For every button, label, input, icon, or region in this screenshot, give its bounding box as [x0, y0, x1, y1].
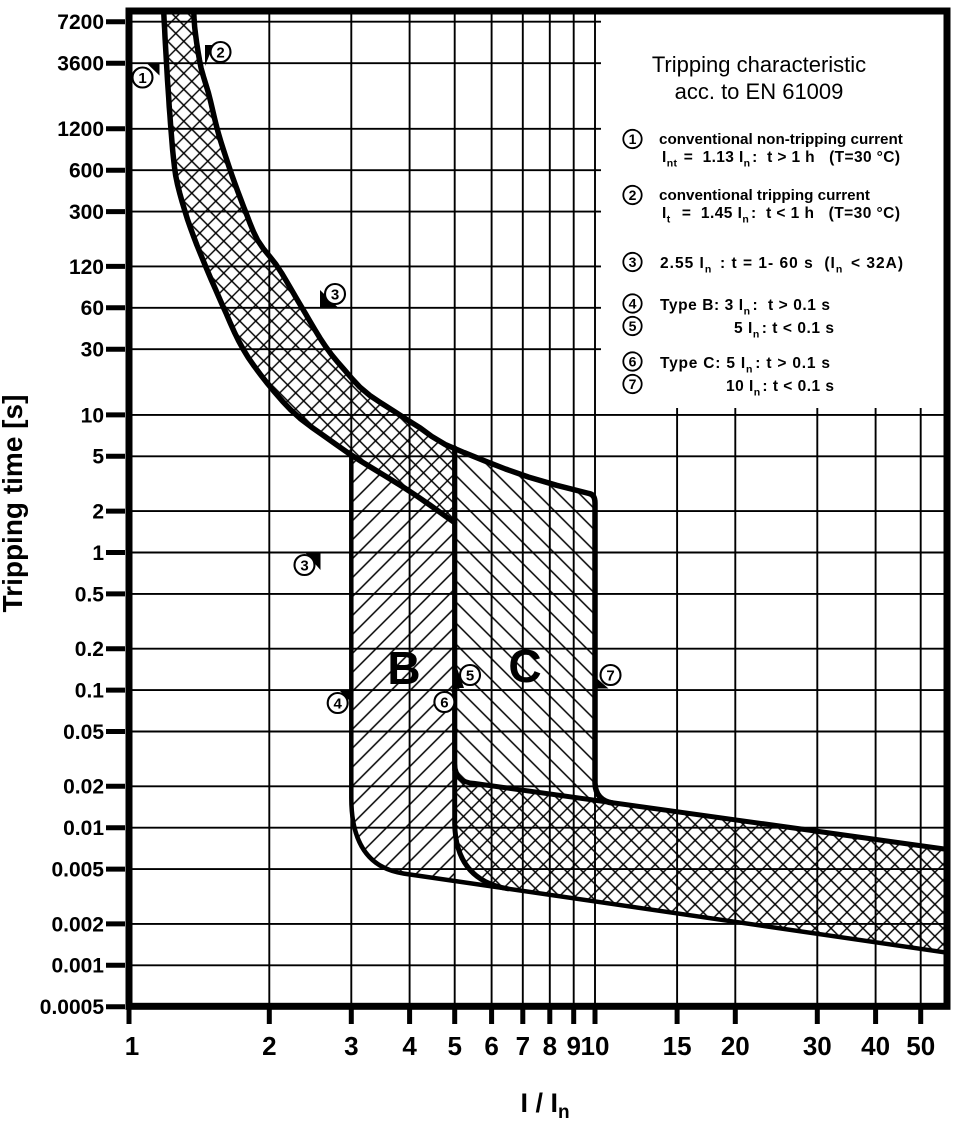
svg-text:0.005: 0.005	[51, 859, 104, 882]
svg-text:Type C: 5 In : t > 0.1 s: Type C: 5 In : t > 0.1 s	[660, 355, 830, 376]
svg-text:acc. to EN 61009: acc. to EN 61009	[675, 79, 844, 104]
svg-text:1: 1	[92, 542, 104, 565]
svg-text:Int = 1.13 In : t > 1 h (: Int = 1.13 In : t > 1 h (T=30 °C)	[662, 149, 900, 170]
svg-text:6: 6	[440, 694, 448, 711]
svg-text:7: 7	[516, 1031, 530, 1061]
svg-text:600: 600	[69, 160, 104, 183]
svg-text:0.5: 0.5	[75, 583, 105, 606]
svg-text:15: 15	[663, 1031, 692, 1061]
svg-text:30: 30	[81, 339, 104, 362]
svg-text:50: 50	[906, 1031, 935, 1061]
svg-text:0.02: 0.02	[63, 776, 104, 799]
svg-text:5: 5	[629, 318, 637, 334]
svg-text:1: 1	[138, 70, 146, 87]
svg-text:3600: 3600	[57, 53, 104, 76]
svg-text:1: 1	[629, 131, 637, 147]
svg-text:5: 5	[466, 667, 474, 684]
svg-text:5: 5	[447, 1031, 461, 1061]
svg-text:120: 120	[69, 256, 104, 279]
svg-text:3: 3	[300, 557, 308, 574]
svg-text:3: 3	[629, 254, 637, 270]
svg-text:2: 2	[629, 187, 637, 203]
svg-text:0.1: 0.1	[75, 680, 105, 703]
svg-text:5: 5	[92, 446, 104, 469]
svg-text:2: 2	[216, 44, 224, 61]
svg-text:10 In : t < 0.1 s: 10 In : t < 0.1 s	[726, 378, 834, 399]
svg-text:1200: 1200	[57, 118, 104, 141]
svg-text:2: 2	[92, 501, 104, 524]
svg-text:6: 6	[629, 354, 637, 370]
svg-text:300: 300	[69, 201, 104, 224]
svg-text:Type B: 3 In : t > 0.1 s: Type B: 3 In : t > 0.1 s	[660, 297, 830, 318]
svg-text:10: 10	[581, 1031, 610, 1061]
svg-text:0.001: 0.001	[51, 955, 104, 978]
svg-text:60: 60	[81, 297, 104, 320]
svg-text:5 In : t < 0.1 s: 5 In : t < 0.1 s	[734, 320, 834, 341]
svg-text:1: 1	[125, 1031, 139, 1061]
svg-text:0.01: 0.01	[63, 817, 104, 840]
svg-text:It = 1.45 In : t < 1 h (: It = 1.45 In : t < 1 h (T=30 °C)	[662, 205, 900, 226]
svg-text:3: 3	[344, 1031, 358, 1061]
svg-text:C: C	[508, 640, 541, 692]
svg-text:B: B	[387, 642, 420, 694]
svg-text:Tripping characteristic: Tripping characteristic	[652, 52, 866, 77]
svg-text:10: 10	[81, 404, 104, 427]
svg-text:Tripping time [s]: Tripping time [s]	[0, 395, 28, 613]
svg-text:0.0005: 0.0005	[40, 996, 105, 1019]
svg-text:0.002: 0.002	[51, 913, 104, 936]
svg-text:4: 4	[402, 1031, 417, 1061]
svg-text:40: 40	[861, 1031, 890, 1061]
svg-text:7: 7	[629, 376, 637, 392]
svg-text:0.05: 0.05	[63, 721, 104, 744]
svg-text:30: 30	[803, 1031, 832, 1061]
svg-text:9: 9	[566, 1031, 580, 1061]
svg-text:8: 8	[543, 1031, 557, 1061]
svg-text:20: 20	[721, 1031, 750, 1061]
svg-text:7200: 7200	[57, 11, 104, 34]
svg-text:6: 6	[484, 1031, 498, 1061]
svg-text:2: 2	[262, 1031, 276, 1061]
svg-text:4: 4	[629, 296, 637, 312]
svg-text:4: 4	[334, 695, 343, 712]
svg-text:3: 3	[331, 286, 339, 303]
svg-text:conventional non-tripping curr: conventional non-tripping current	[659, 131, 903, 148]
svg-text:0.2: 0.2	[75, 638, 104, 661]
svg-text:conventional tripping current: conventional tripping current	[659, 187, 870, 204]
svg-text:7: 7	[606, 667, 614, 684]
